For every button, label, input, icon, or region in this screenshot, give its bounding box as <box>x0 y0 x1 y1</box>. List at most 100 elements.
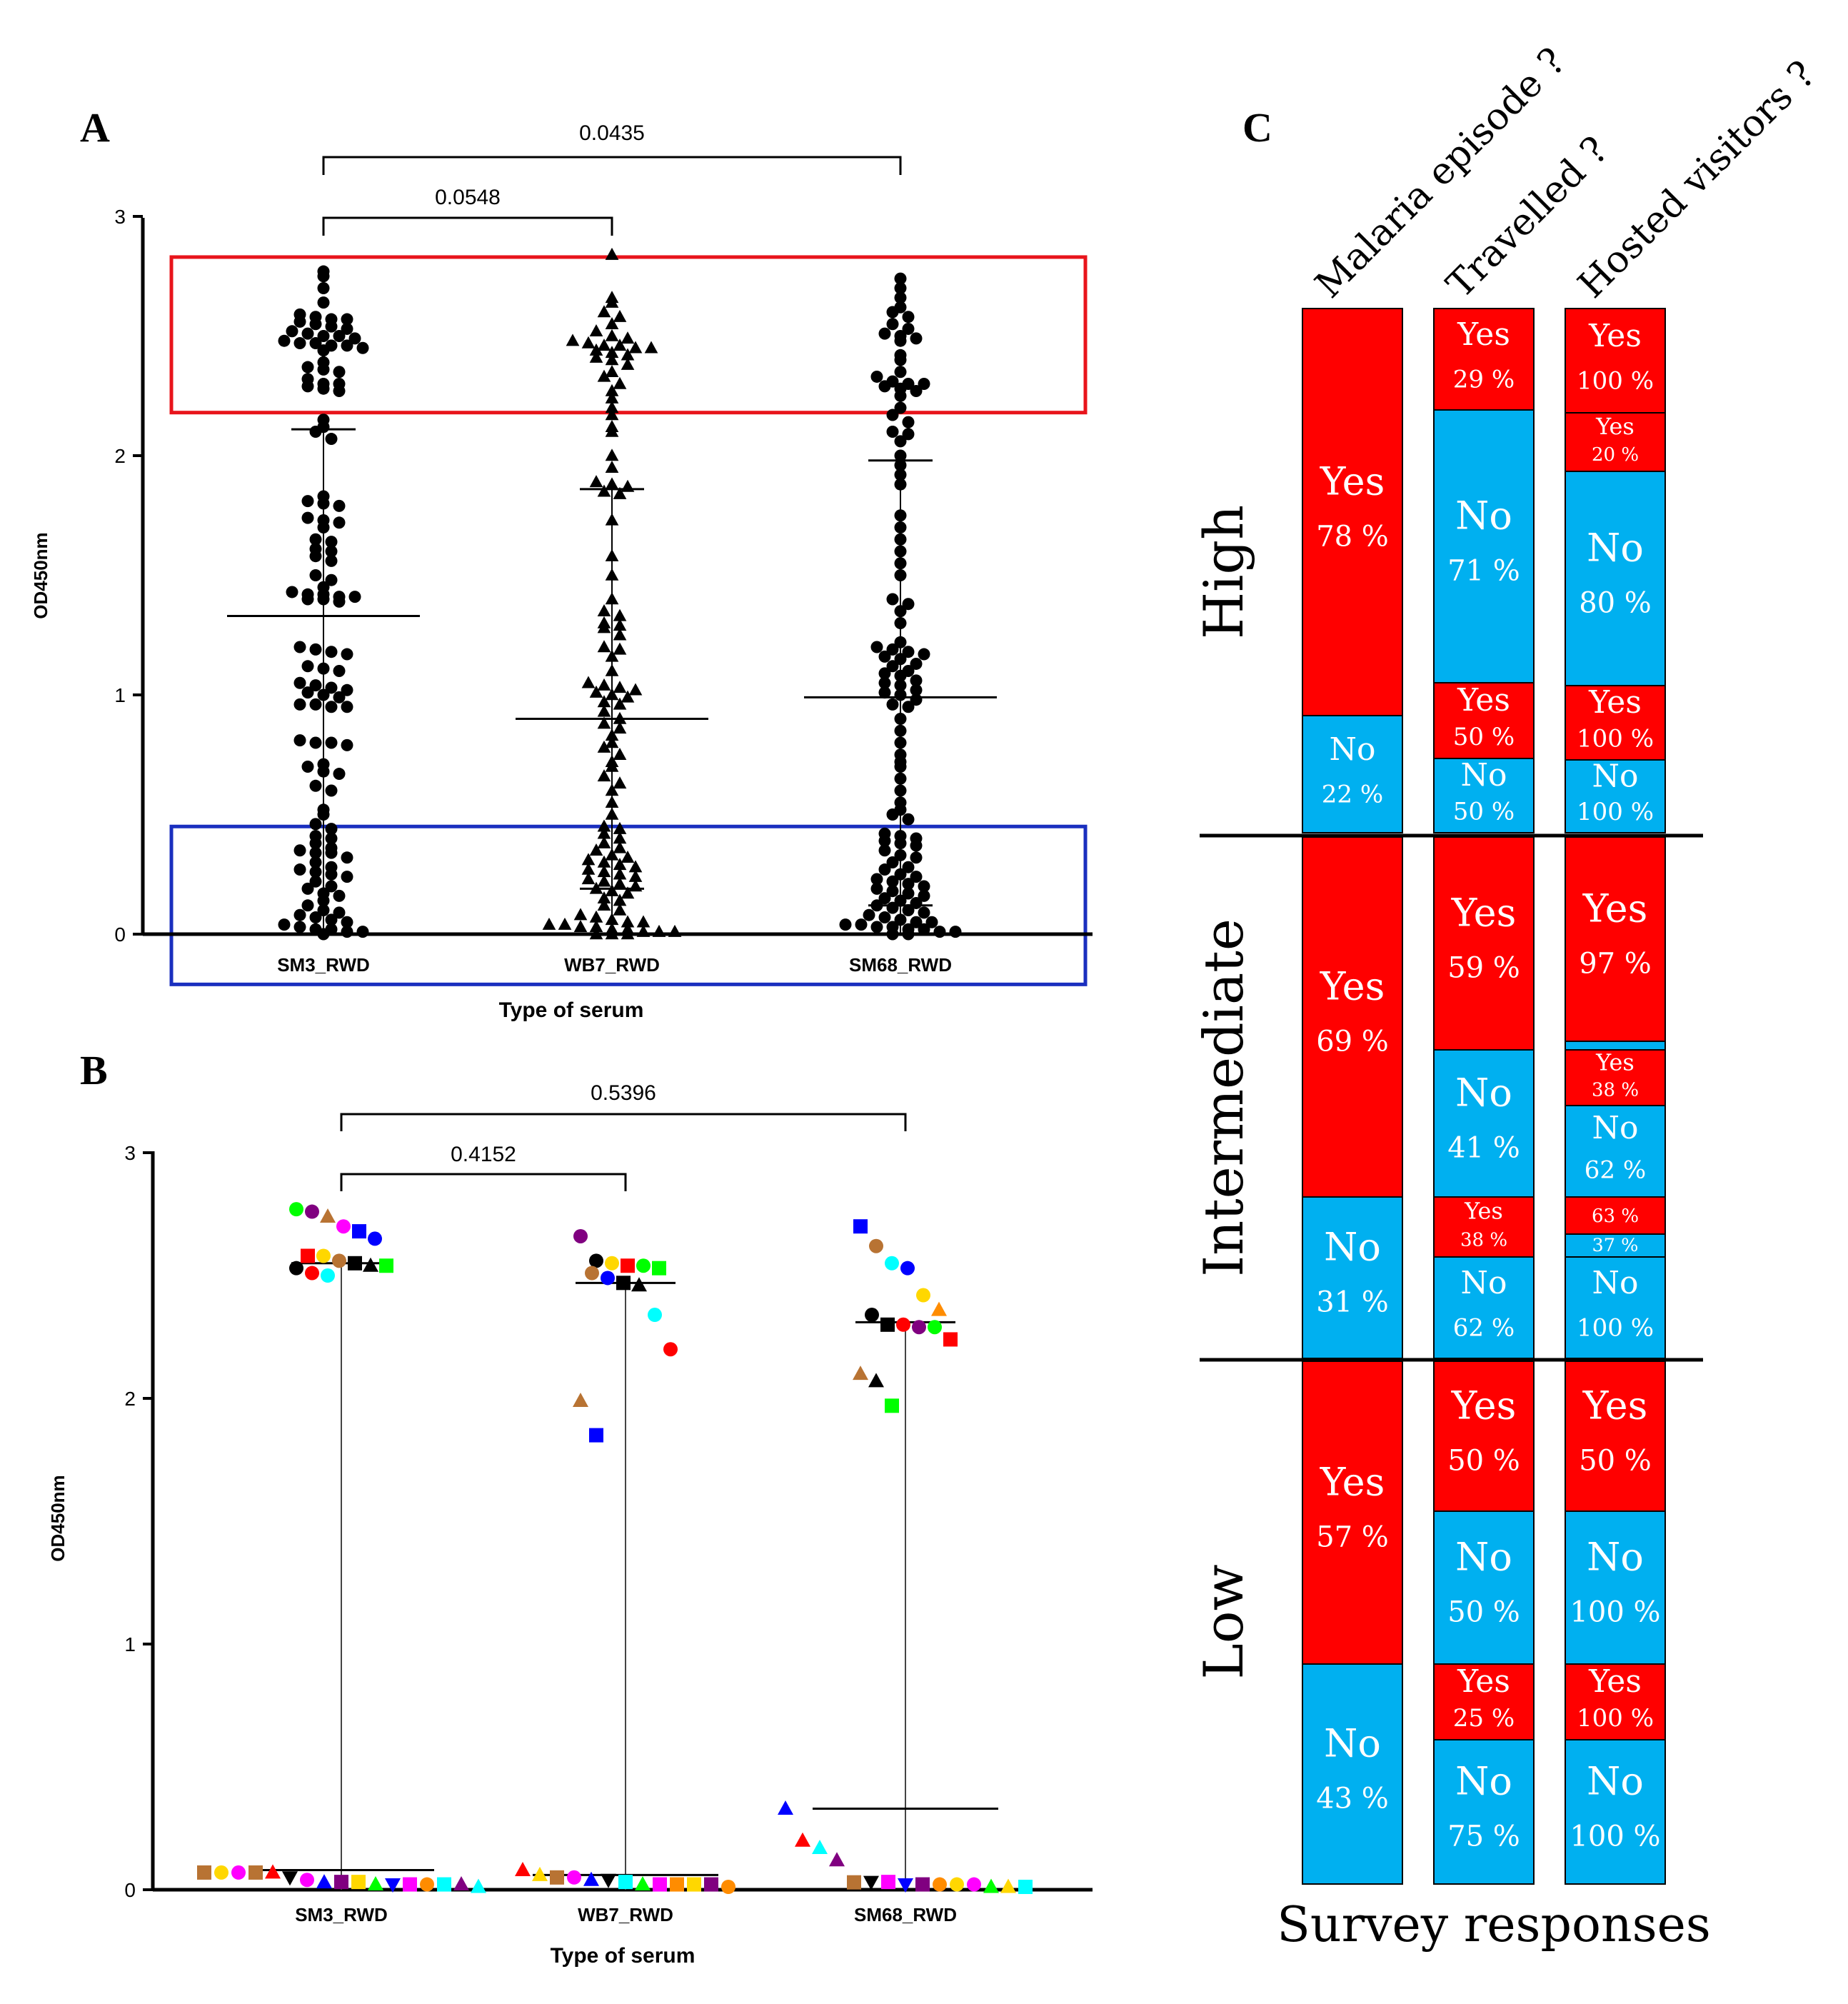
panel-b-points <box>197 1202 1033 1894</box>
data-point <box>605 346 619 359</box>
data-point <box>878 844 891 857</box>
segment-answer-label: No <box>1455 1071 1512 1116</box>
data-point <box>341 322 353 335</box>
data-point <box>885 1398 899 1413</box>
data-point <box>900 1261 915 1276</box>
data-point <box>317 363 330 376</box>
panel-b-y-axis-title: OD450nm <box>47 1475 69 1561</box>
segment-answer-label: Yes <box>1457 1663 1510 1700</box>
data-point <box>894 272 907 285</box>
data-point <box>333 691 346 703</box>
stacked-segment-yes <box>1565 685 1666 761</box>
data-point <box>589 843 603 856</box>
data-point <box>636 1258 651 1273</box>
panel-label-a: A <box>80 104 110 151</box>
data-point <box>566 334 580 346</box>
data-point <box>309 533 322 546</box>
data-point <box>1018 1880 1033 1894</box>
y-tick-label: 2 <box>114 445 126 467</box>
data-point <box>618 1875 633 1890</box>
data-point <box>605 401 619 414</box>
data-point <box>325 545 338 558</box>
data-point <box>333 595 346 608</box>
data-point <box>648 1308 662 1323</box>
data-point <box>967 1877 981 1892</box>
data-point <box>293 863 306 876</box>
data-point <box>309 846 322 859</box>
data-point <box>309 779 322 792</box>
data-point <box>605 364 619 377</box>
data-point <box>613 608 627 621</box>
data-point <box>902 928 915 941</box>
panel-b-y-ticks: 0 1 2 3 <box>124 1142 153 1901</box>
data-point <box>293 698 306 711</box>
segment-percent-label: 62 % <box>1453 1314 1515 1343</box>
segment-percent-label: 100 % <box>1570 1596 1660 1629</box>
data-point <box>613 376 627 389</box>
data-point <box>341 648 353 661</box>
segment-percent-label: 50 % <box>1447 1445 1520 1478</box>
panel-a-highlight-boxes <box>169 255 1088 986</box>
data-point <box>341 738 353 751</box>
data-point <box>265 1864 281 1879</box>
data-point <box>333 665 346 677</box>
data-point <box>687 1877 701 1892</box>
data-point <box>325 554 338 567</box>
data-point <box>616 1276 631 1291</box>
x-tick-label: SM3_RWD <box>295 1904 388 1925</box>
data-point <box>613 841 627 853</box>
stacked-segment-yes <box>1433 1196 1535 1258</box>
data-point <box>601 1271 615 1286</box>
segment-answer-label: Yes <box>1457 682 1510 718</box>
data-point <box>613 867 627 880</box>
data-point <box>573 1228 588 1243</box>
data-point <box>214 1865 229 1880</box>
data-point <box>420 1877 434 1892</box>
data-point <box>863 1875 879 1890</box>
data-point <box>621 331 635 344</box>
low-responder-highlight-box <box>169 824 1088 986</box>
data-point <box>293 844 306 857</box>
data-point <box>341 683 353 696</box>
data-point <box>898 1878 913 1893</box>
data-point <box>613 697 627 710</box>
data-point <box>589 343 603 356</box>
data-point <box>894 449 907 462</box>
data-point <box>316 1874 332 1889</box>
data-point <box>301 761 314 773</box>
panel-c-x-axis-title: Survey responses <box>1277 1897 1711 1953</box>
data-point <box>282 1871 298 1886</box>
data-point <box>471 1878 486 1893</box>
data-point <box>597 716 611 729</box>
data-point <box>916 1288 930 1303</box>
segment-percent-label: 78 % <box>1316 521 1389 553</box>
data-point <box>301 495 314 508</box>
data-point <box>894 291 907 304</box>
data-point <box>653 1877 667 1892</box>
segment-percent-label: 20 % <box>1592 444 1639 466</box>
data-point <box>636 915 651 928</box>
segment-answer-label: No <box>1461 757 1507 793</box>
data-point <box>910 385 923 398</box>
segment-percent-label: 97 % <box>1579 948 1652 981</box>
panel-a-x-ticks: SM3_RWD WB7_RWD SM68_RWD <box>277 954 952 976</box>
segment-answer-label: Yes <box>1582 1383 1648 1428</box>
data-point <box>332 1253 346 1268</box>
data-point <box>613 903 627 916</box>
data-point <box>894 354 907 366</box>
segment-answer-label: No <box>1330 731 1376 768</box>
data-point <box>886 856 899 868</box>
data-point <box>341 871 353 883</box>
stacked-segment-no <box>1433 409 1535 683</box>
data-point <box>613 747 627 760</box>
data-point <box>403 1877 417 1892</box>
data-point <box>379 1258 393 1273</box>
data-point <box>894 366 907 379</box>
stacked-segment-yes <box>1565 836 1666 1042</box>
data-point <box>573 920 588 933</box>
data-point <box>558 917 572 930</box>
data-point <box>321 1268 335 1283</box>
data-point <box>589 920 603 933</box>
data-point <box>896 1317 910 1332</box>
data-point <box>309 875 322 888</box>
